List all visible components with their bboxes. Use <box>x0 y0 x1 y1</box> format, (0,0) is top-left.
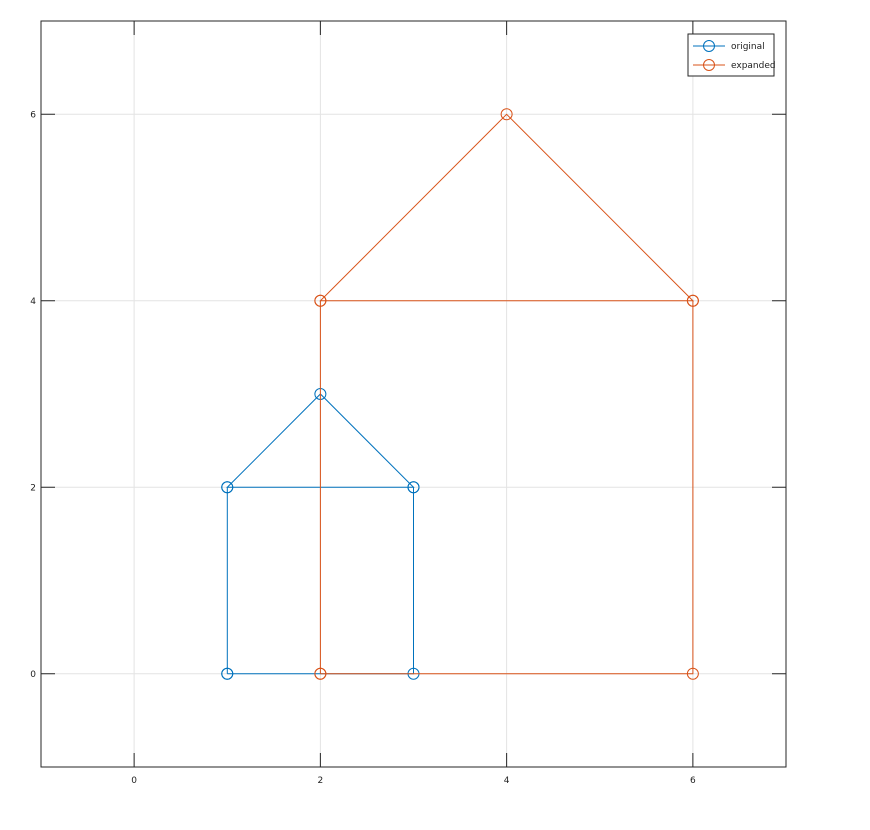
axis-ticks: 0 2 4 6 0 2 4 6 <box>30 21 786 786</box>
x-tick-label: 6 <box>690 776 696 786</box>
x-tick-label: 4 <box>504 776 510 786</box>
series-line-expanded <box>319 113 695 675</box>
data-point-expanded <box>314 294 327 307</box>
y-tick-label: 4 <box>30 297 36 307</box>
series-expanded <box>314 108 699 680</box>
plot-frame <box>40 20 787 768</box>
y-tick-label: 2 <box>30 483 36 493</box>
x-tick-label: 2 <box>318 776 324 786</box>
y-tick-label: 0 <box>30 670 36 680</box>
x-tick-label: 0 <box>131 776 137 786</box>
data-point-original <box>221 481 234 494</box>
data-point-expanded <box>314 667 327 680</box>
legend-marker <box>703 40 715 52</box>
series-line-original <box>226 393 415 675</box>
legend-marker <box>703 59 715 71</box>
data-point-expanded <box>500 108 513 121</box>
y-tick-label: 6 <box>30 110 36 120</box>
data-point-original <box>407 481 420 494</box>
legend: original expanded <box>687 33 776 77</box>
legend-item-original: original <box>693 40 765 52</box>
data-point-expanded <box>686 667 699 680</box>
series-layer <box>221 108 699 680</box>
legend-label: original <box>731 42 765 52</box>
data-point-expanded <box>686 294 699 307</box>
legend-label: expanded <box>731 61 776 71</box>
legend-item-expanded: expanded <box>693 59 776 71</box>
legend-box <box>687 33 775 77</box>
data-point-original <box>221 667 234 680</box>
